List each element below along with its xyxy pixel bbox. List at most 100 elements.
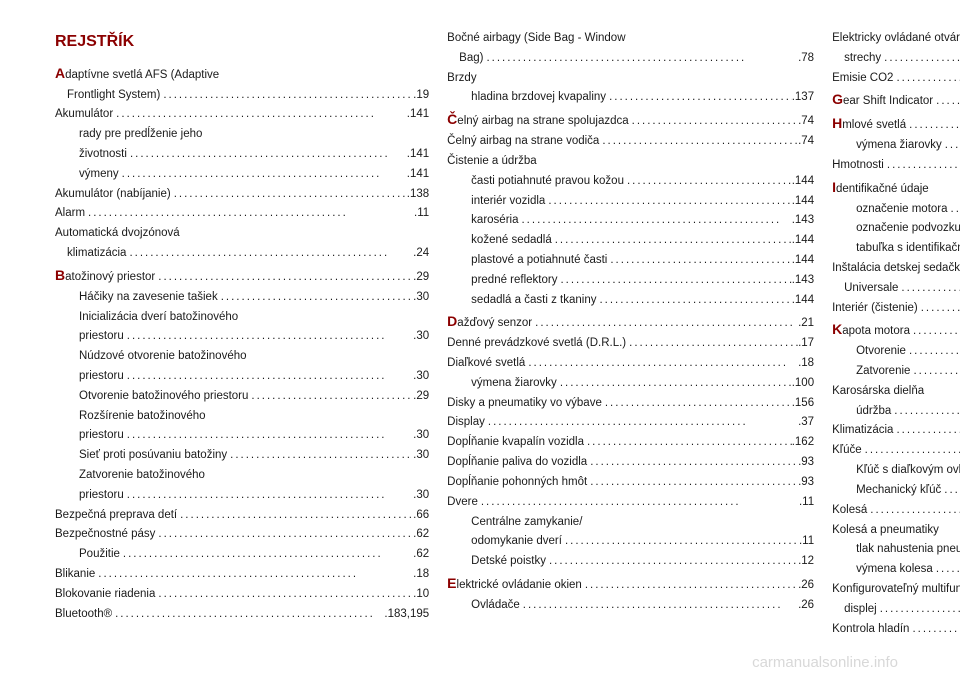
dots: ........................................… — [483, 50, 798, 68]
page-number: .144 — [792, 292, 814, 310]
index-entry: kožené sedadlá..........................… — [447, 232, 814, 250]
entry-label: priestoru — [79, 328, 124, 346]
index-entry: Ovládače................................… — [447, 597, 814, 615]
page-number: .144 — [792, 193, 814, 211]
page-number: .18 — [413, 566, 429, 584]
entry-label: životnosti — [79, 146, 127, 164]
dots: ........................................… — [910, 363, 960, 381]
page-number: .93 — [798, 474, 814, 492]
index-entry: Konfigurovateľný multifunkčný — [832, 581, 960, 599]
entry-label: Núdzové otvorenie batožinového — [79, 348, 247, 366]
entry-label: Bezpečná preprava detí — [55, 507, 177, 525]
index-entry: Elektrické ovládanie okien..............… — [447, 573, 814, 595]
page-number: .144 — [792, 173, 814, 191]
page-number: .78 — [798, 50, 814, 68]
dots: ........................................… — [933, 93, 960, 111]
dots: ........................................… — [867, 502, 960, 520]
entry-label: Kontrola hladín — [832, 621, 909, 639]
dots: ........................................… — [906, 343, 960, 361]
dots: ........................................… — [624, 173, 792, 191]
page-number: .62 — [413, 526, 429, 544]
entry-label: Disky a pneumatiky vo výbave — [447, 395, 602, 413]
index-entry: údržba..................................… — [832, 403, 960, 421]
page-number: .143 — [792, 272, 814, 290]
index-entry: Bag)....................................… — [447, 50, 814, 68]
page-number: .18 — [798, 355, 814, 373]
entry-label: Karosárska dielňa — [832, 383, 924, 401]
index-entry: Detské poistky..........................… — [447, 553, 814, 571]
entry-label: Akumulátor (nabíjanie) — [55, 186, 171, 204]
dots: ........................................… — [124, 427, 413, 445]
index-entry: Display.................................… — [447, 414, 814, 432]
entry-label: Bezpečnostné pásy — [55, 526, 155, 544]
index-entry: Kolesá a pneumatiky — [832, 522, 960, 540]
page-number: .12 — [798, 553, 814, 571]
entry-label: Diaľkové svetlá — [447, 355, 525, 373]
entry-label: Elektricky ovládané otváranie — [832, 30, 960, 48]
index-entry: životnosti..............................… — [55, 146, 429, 164]
entry-label: Brzdy — [447, 70, 476, 88]
dots: ........................................… — [127, 146, 407, 164]
index-entry: plastové a potiahnuté časti.............… — [447, 252, 814, 270]
index-entry: Centrálne zamykanie/ — [447, 514, 814, 532]
dots: ........................................… — [545, 193, 791, 211]
index-entry: Frontlight System)......................… — [55, 87, 429, 105]
entry-label: Alarm — [55, 205, 85, 223]
page-number: .144 — [792, 232, 814, 250]
entry-label: Identifikačné údaje — [832, 177, 929, 199]
index-entry: výmena žiarovky.........................… — [447, 375, 814, 393]
entry-label: Rozšírenie batožinového — [79, 408, 206, 426]
index-entry: displej.................................… — [832, 601, 960, 619]
page-number: .30 — [413, 447, 429, 465]
entry-label: priestoru — [79, 487, 124, 505]
dots: ........................................… — [155, 586, 413, 604]
entry-label: Konfigurovateľný multifunkčný — [832, 581, 960, 599]
entry-label: Hmotnosti — [832, 157, 884, 175]
index-entry: Núdzové otvorenie batožinového — [55, 348, 429, 366]
dots: ........................................… — [587, 474, 798, 492]
entry-label: Čelný airbag na strane spolujazdca — [447, 109, 628, 131]
index-entry: Kontrola hladín.........................… — [832, 621, 960, 639]
index-entry: Adaptívne svetlá AFS (Adaptive — [55, 63, 429, 85]
entry-label: označenie motora — [856, 201, 947, 219]
index-entry: Klimatizácia............................… — [832, 422, 960, 440]
entry-label: Akumulátor — [55, 106, 113, 124]
index-content: REJSTŘÍK Adaptívne svetlá AFS (AdaptiveF… — [0, 0, 960, 678]
dots: ........................................… — [478, 494, 799, 512]
entry-label: Display — [447, 414, 485, 432]
entry-label: Otvorenie — [856, 343, 906, 361]
page-number: .26 — [798, 597, 814, 615]
entry-label: Hmlové svetlá — [832, 113, 906, 135]
index-entry: Diaľkové svetlá.........................… — [447, 355, 814, 373]
entry-label: Háčiky na zavesenie tašiek — [79, 289, 218, 307]
page-number: .100 — [792, 375, 814, 393]
dots: ........................................… — [520, 597, 798, 615]
index-entry: Použitie................................… — [55, 546, 429, 564]
dots: ........................................… — [596, 292, 791, 310]
column-2: Bočné airbagy (Side Bag - WindowBag)....… — [447, 30, 814, 658]
index-entry: Inštalácia detskej sedačky Isofix — [832, 260, 960, 278]
entry-label: Dopĺňanie pohonných hmôt — [447, 474, 587, 492]
column-3: Elektricky ovládané otváranie strechy....… — [832, 30, 960, 658]
dots: ........................................… — [891, 403, 960, 421]
entry-label: Bluetooth® — [55, 606, 112, 624]
dots: ........................................… — [85, 205, 414, 223]
index-entry: Elektricky ovládané otváranie — [832, 30, 960, 48]
index-entry: Sieť proti posúvaniu batožiny...........… — [55, 447, 429, 465]
page-number: .93 — [798, 454, 814, 472]
entry-label: výmena žiarovky — [471, 375, 557, 393]
entry-label: Inicializácia dverí batožinového — [79, 309, 238, 327]
index-entry: Bezpečnostné pásy.......................… — [55, 526, 429, 544]
page-number: .37 — [798, 414, 814, 432]
entry-label: časti potiahnuté pravou kožou — [471, 173, 624, 191]
entry-label: Sieť proti posúvaniu batožiny — [79, 447, 227, 465]
page-number: .30 — [413, 427, 429, 445]
entry-label: Batožinový priestor — [55, 265, 155, 287]
index-entry: Batožinový priestor.....................… — [55, 265, 429, 287]
entry-label: Emisie CO2 — [832, 70, 893, 88]
index-entry: strechy.................................… — [832, 50, 960, 68]
index-entry: označenie podvozku......................… — [832, 220, 960, 238]
entry-label: Interiér (čistenie) — [832, 300, 918, 318]
dots: ........................................… — [160, 87, 413, 105]
entry-label: predné reflektory — [471, 272, 557, 290]
